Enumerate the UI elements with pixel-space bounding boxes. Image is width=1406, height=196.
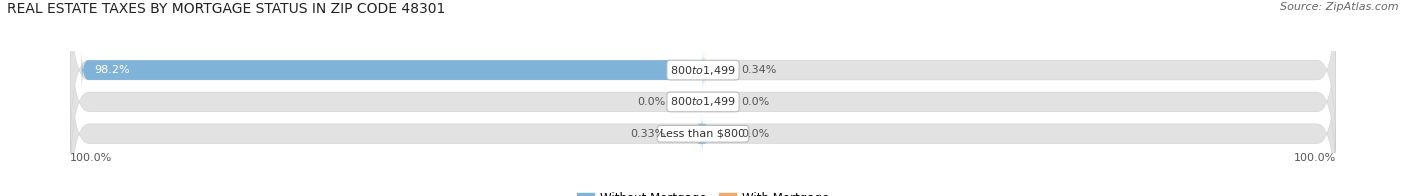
Text: 0.0%: 0.0% (637, 97, 665, 107)
FancyBboxPatch shape (70, 16, 1336, 188)
Text: 0.0%: 0.0% (741, 97, 769, 107)
Text: Source: ZipAtlas.com: Source: ZipAtlas.com (1281, 2, 1399, 12)
Text: REAL ESTATE TAXES BY MORTGAGE STATUS IN ZIP CODE 48301: REAL ESTATE TAXES BY MORTGAGE STATUS IN … (7, 2, 446, 16)
Text: 100.0%: 100.0% (70, 153, 112, 163)
Text: 98.2%: 98.2% (94, 65, 129, 75)
Text: 0.33%: 0.33% (630, 129, 665, 139)
FancyBboxPatch shape (70, 0, 1336, 156)
Text: 0.34%: 0.34% (741, 65, 776, 75)
Legend: Without Mortgage, With Mortgage: Without Mortgage, With Mortgage (572, 188, 834, 196)
FancyBboxPatch shape (82, 48, 703, 92)
Text: 0.0%: 0.0% (741, 129, 769, 139)
FancyBboxPatch shape (697, 112, 707, 156)
FancyBboxPatch shape (70, 48, 1336, 196)
Text: Less than $800: Less than $800 (661, 129, 745, 139)
Text: $800 to $1,499: $800 to $1,499 (671, 95, 735, 108)
FancyBboxPatch shape (699, 48, 710, 92)
Text: $800 to $1,499: $800 to $1,499 (671, 64, 735, 77)
Text: 100.0%: 100.0% (1294, 153, 1336, 163)
